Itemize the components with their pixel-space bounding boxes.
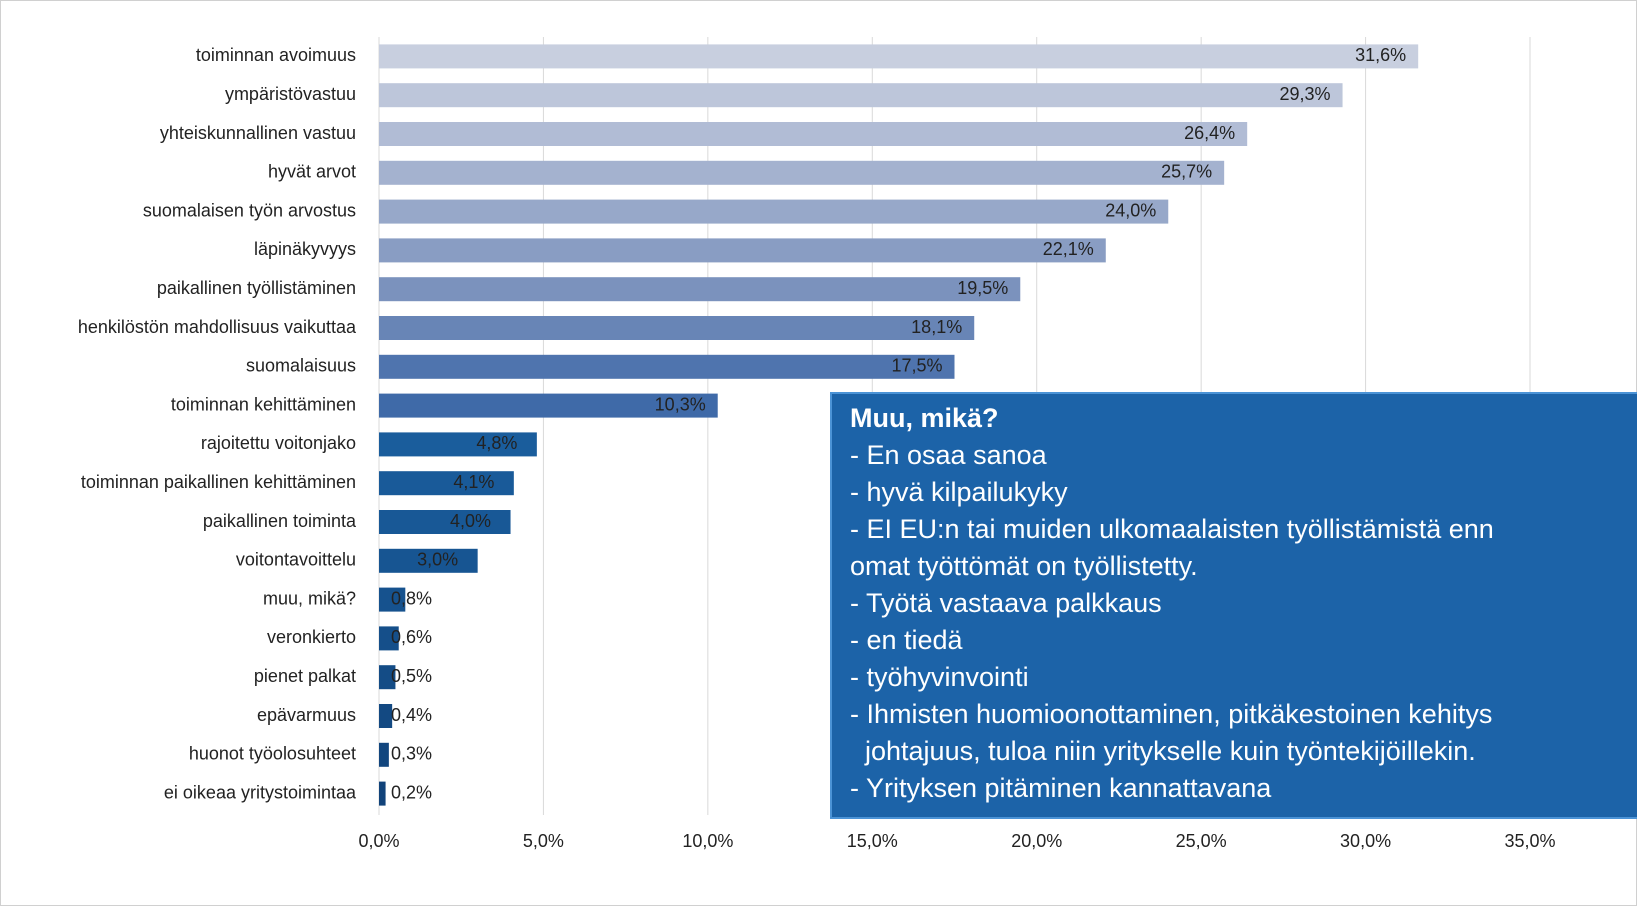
- x-tick-label: 35,0%: [1504, 831, 1555, 851]
- x-tick-label: 10,0%: [682, 831, 733, 851]
- y-tick-label: toiminnan avoimuus: [196, 45, 356, 65]
- x-tick-label: 0,0%: [358, 831, 399, 851]
- bar: [379, 199, 1169, 224]
- y-tick-label: rajoitettu voitonjako: [201, 433, 356, 453]
- bar: [379, 83, 1343, 108]
- annotation-box: [830, 392, 1637, 819]
- x-tick-label: 5,0%: [523, 831, 564, 851]
- y-tick-label: ympäristövastuu: [225, 84, 356, 104]
- y-tick-label: läpinäkyvyys: [254, 239, 356, 259]
- value-label: 24,0%: [1105, 200, 1156, 220]
- y-tick-label: toiminnan kehittäminen: [171, 394, 356, 414]
- x-tick-label: 15,0%: [847, 831, 898, 851]
- annotation-line: omat työttömät on työllistetty.: [850, 551, 1198, 581]
- value-label: 3,0%: [417, 550, 458, 570]
- y-tick-label: suomalaisuus: [246, 356, 356, 376]
- bar: [379, 238, 1106, 263]
- annotation-line: - en tiedä: [850, 625, 964, 655]
- value-label: 4,1%: [453, 472, 494, 492]
- y-tick-label: yhteiskunnallinen vastuu: [160, 123, 356, 143]
- annotation-line: - EI EU:n tai muiden ulkomaalaisten työl…: [850, 514, 1494, 544]
- y-tick-label: voitontavoittelu: [236, 550, 356, 570]
- y-tick-label: veronkierto: [267, 627, 356, 647]
- annotation-line: johtajuus, tuloa niin yritykselle kuin t…: [850, 736, 1476, 766]
- value-label: 22,1%: [1043, 239, 1094, 259]
- y-tick-label: suomalaisen työn arvostus: [143, 200, 356, 220]
- value-label: 19,5%: [957, 278, 1008, 298]
- value-label: 4,8%: [476, 433, 517, 453]
- annotation-line: - En osaa sanoa: [850, 440, 1048, 470]
- bar: [379, 122, 1248, 146]
- bar: [379, 626, 399, 651]
- y-tick-label: huonot työolosuhteet: [189, 744, 356, 764]
- value-label: 18,1%: [911, 317, 962, 337]
- bar: [379, 354, 955, 379]
- x-tick-label: 25,0%: [1176, 831, 1227, 851]
- value-label: 31,6%: [1355, 45, 1406, 65]
- y-tick-label: pienet palkat: [254, 666, 356, 686]
- value-label: 4,0%: [450, 511, 491, 531]
- value-label: 0,8%: [391, 588, 432, 608]
- value-label: 25,7%: [1161, 162, 1212, 182]
- y-tick-label: epävarmuus: [257, 705, 356, 725]
- value-label: 17,5%: [891, 356, 942, 376]
- value-label: 29,3%: [1280, 84, 1331, 104]
- y-tick-label: paikallinen toiminta: [203, 511, 357, 531]
- annotation-title: Muu, mikä?: [850, 403, 999, 433]
- bar: [379, 316, 975, 340]
- bar: [379, 432, 537, 457]
- y-tick-label: paikallinen työllistäminen: [157, 278, 356, 298]
- value-label: 10,3%: [655, 394, 706, 414]
- bar: [379, 587, 406, 612]
- bar: [379, 277, 1021, 302]
- bar: [379, 665, 396, 690]
- y-tick-label: hyvät arvot: [268, 162, 356, 182]
- annotation-line: - Ihmisten huomioonottaminen, pitkäkesto…: [850, 699, 1492, 729]
- bar: [379, 548, 478, 573]
- y-tick-label: muu, mikä?: [263, 588, 356, 608]
- y-tick-label: ei oikeaa yritystoimintaa: [164, 782, 357, 802]
- value-label: 0,6%: [391, 627, 432, 647]
- y-tick-label: henkilöstön mahdollisuus vaikuttaa: [78, 317, 357, 337]
- x-tick-label: 30,0%: [1340, 831, 1391, 851]
- annotation-line: - hyvä kilpailukyky: [850, 477, 1068, 507]
- x-tick-label: 20,0%: [1011, 831, 1062, 851]
- value-label: 26,4%: [1184, 123, 1235, 143]
- bar: [379, 510, 511, 534]
- bar: [379, 393, 718, 418]
- bar: [379, 471, 514, 496]
- bar: [379, 160, 1225, 185]
- value-label: 0,4%: [391, 705, 432, 725]
- bar: [379, 44, 1419, 69]
- value-label: 0,5%: [391, 666, 432, 686]
- bar: [379, 781, 386, 806]
- annotation-line: - Yrityksen pitäminen kannattavana: [850, 773, 1272, 803]
- bar: [379, 742, 389, 767]
- annotation-line: - Työtä vastaava palkkaus: [850, 588, 1162, 618]
- bar: [379, 704, 393, 728]
- value-label: 0,2%: [391, 782, 432, 802]
- value-label: 0,3%: [391, 744, 432, 764]
- annotation-line: - työhyvinvointi: [850, 662, 1029, 692]
- y-tick-label: toiminnan paikallinen kehittäminen: [81, 472, 356, 492]
